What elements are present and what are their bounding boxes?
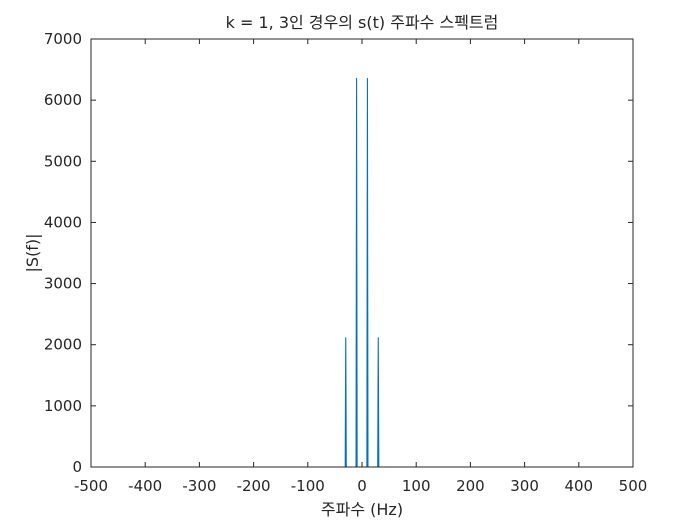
plot-area [91,39,633,467]
x-axis-title: 주파수 (Hz) [321,500,403,519]
y-tick-label: 5000 [44,152,82,170]
x-tick-label: 200 [456,477,485,495]
y-tick-label: 0 [72,458,82,476]
y-tick-label: 7000 [44,30,82,48]
plot-border [90,38,634,468]
x-tick-label: 400 [564,477,593,495]
y-axis-title: |S(f)| [23,233,42,272]
y-tick-label: 3000 [44,275,82,293]
x-tick-label: -200 [237,477,271,495]
x-tick-label: 300 [510,477,539,495]
x-tick-label: 0 [357,477,367,495]
y-tick-label: 4000 [44,213,82,231]
x-tick-label: -500 [74,477,108,495]
y-tick-label: 6000 [44,91,82,109]
y-tick-label: 2000 [44,336,82,354]
chart-title: k = 1, 3인 경우의 s(t) 주파수 스펙트럼 [226,13,499,32]
tick-layer: -500 -400 -300 -200 -100 0 100 200 300 400 5000100… [44,30,648,495]
x-tick-label: -400 [128,477,162,495]
x-tick-label: -100 [291,477,325,495]
y-tick-label: 1000 [44,397,82,415]
x-tick-label: 500 [619,477,648,495]
x-tick-label: 100 [402,477,431,495]
x-tick-label: -300 [182,477,216,495]
